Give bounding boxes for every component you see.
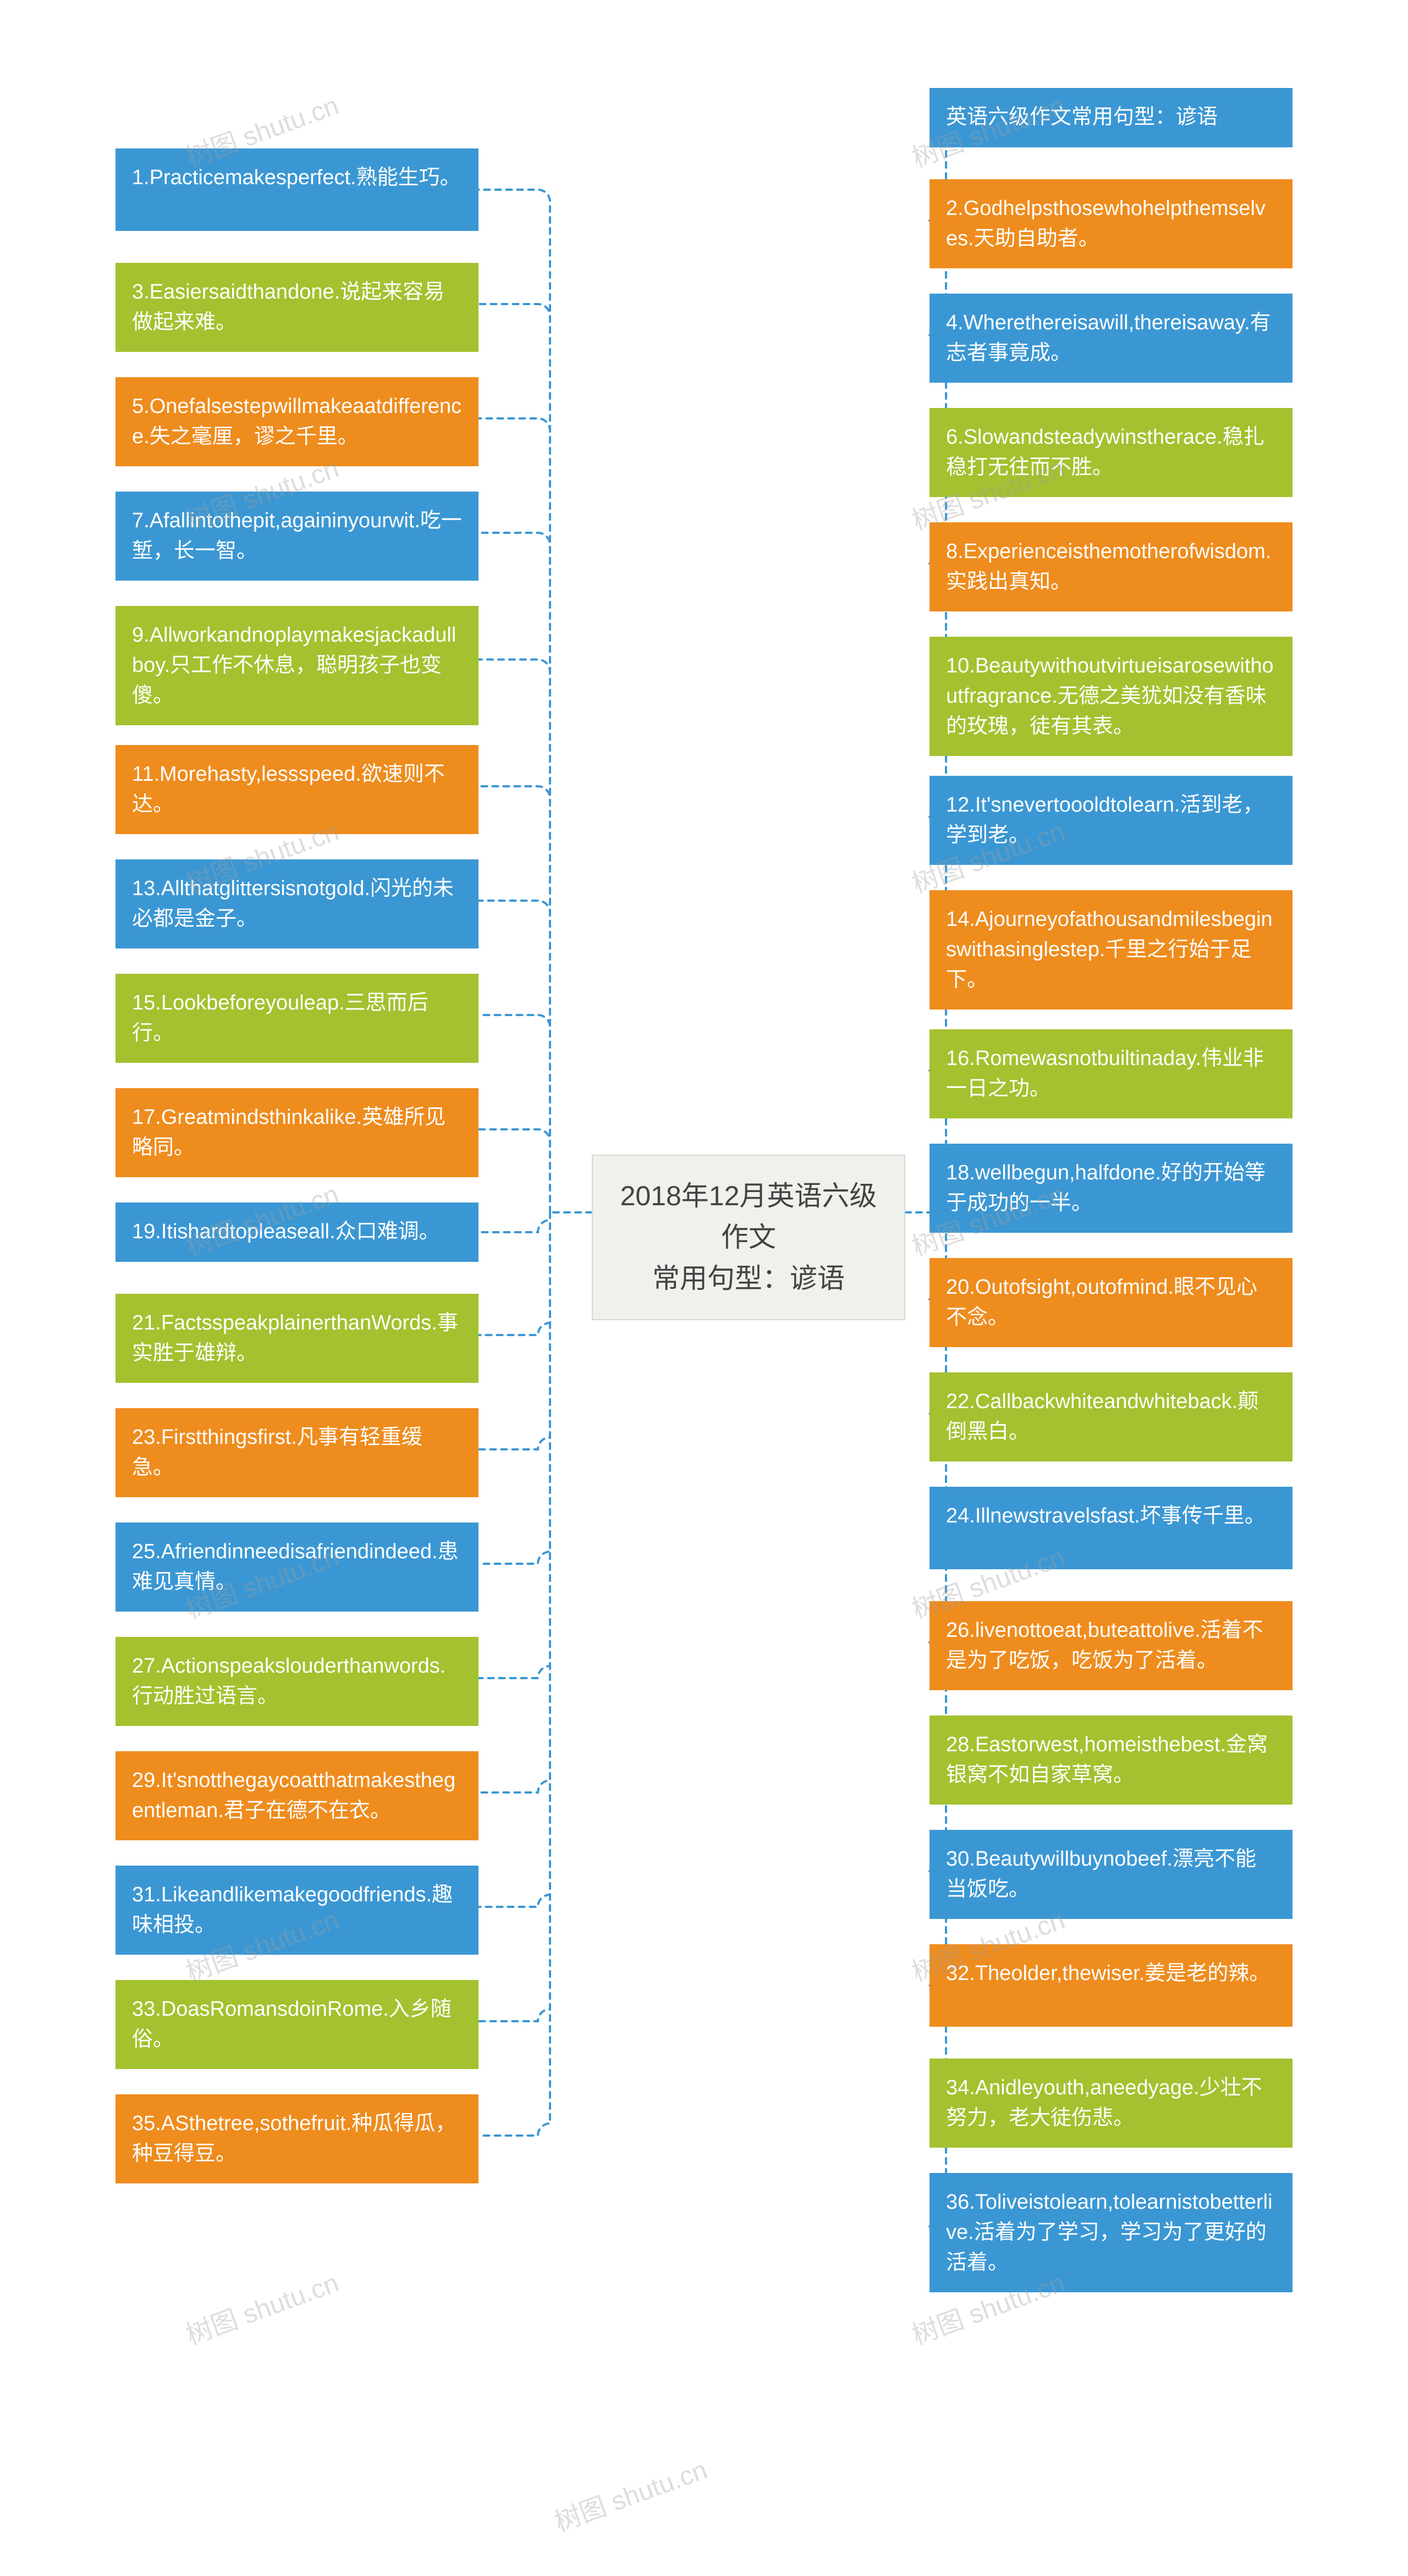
mindmap-leaf: 23.Firstthingsfirst.凡事有轻重缓急。: [116, 1408, 479, 1497]
mindmap-leaf: 9.Allworkandnoplaymakesjackadullboy.只工作不…: [116, 606, 479, 725]
leaf-label: 5.Onefalsestepwillmakeaatdifference.失之毫厘…: [132, 395, 461, 448]
leaf-label: 英语六级作文常用句型：谚语: [946, 106, 1218, 129]
mindmap-leaf: 6.Slowandsteadywinstherace.稳扎稳打无往而不胜。: [930, 408, 1292, 497]
leaf-label: 8.Experienceisthemotherofwisdom.实践出真知。: [946, 540, 1271, 593]
center-node: 2018年12月英语六级作文常用句型：谚语: [592, 1155, 905, 1320]
leaf-label: 14.Ajourneyofathousandmilesbeginswithasi…: [946, 908, 1273, 991]
leaf-label: 23.Firstthingsfirst.凡事有轻重缓急。: [132, 1426, 422, 1479]
leaf-label: 27.Actionspeakslouderthanwords.行动胜过语言。: [132, 1654, 446, 1708]
mindmap-leaf: 2.Godhelpsthosewhohelpthemselves.天助自助者。: [930, 179, 1292, 268]
mindmap-leaf: 14.Ajourneyofathousandmilesbeginswithasi…: [930, 890, 1292, 1010]
mindmap-leaf: 8.Experienceisthemotherofwisdom.实践出真知。: [930, 522, 1292, 611]
mindmap-leaf: 21.FactsspeakplainerthanWords.事实胜于雄辩。: [116, 1294, 479, 1383]
leaf-label: 29.It'snotthegaycoatthatmakesthegentlema…: [132, 1769, 455, 1822]
mindmap-leaf: 5.Onefalsestepwillmakeaatdifference.失之毫厘…: [116, 377, 479, 466]
center-title-line2: 常用句型：谚语: [615, 1258, 882, 1299]
mindmap-leaf: 1.Practicemakesperfect.熟能生巧。: [116, 148, 479, 231]
mindmap-leaf: 34.Anidleyouth,aneedyage.少壮不努力，老大徒伤悲。: [930, 2059, 1292, 2148]
leaf-label: 7.Afallintothepit,againinyourwit.吃一堑，长一智…: [132, 509, 462, 562]
leaf-label: 36.Toliveistolearn,tolearnistobetterlive…: [946, 2191, 1273, 2274]
mindmap-leaf: 英语六级作文常用句型：谚语: [930, 88, 1292, 147]
leaf-label: 32.Theolder,thewiser.姜是老的辣。: [946, 1962, 1270, 1985]
mindmap-leaf: 11.Morehasty,lessspeed.欲速则不达。: [116, 745, 479, 834]
leaf-label: 12.It'snevertoooldtolearn.活到老，学到老。: [946, 793, 1264, 847]
leaf-label: 24.Illnewstravelsfast.坏事传千里。: [946, 1504, 1266, 1527]
mindmap-leaf: 3.Easiersaidthandone.说起来容易做起来难。: [116, 263, 479, 352]
mindmap-leaf: 28.Eastorwest,homeisthebest.金窝银窝不如自家草窝。: [930, 1716, 1292, 1805]
leaf-label: 11.Morehasty,lessspeed.欲速则不达。: [132, 763, 445, 816]
leaf-label: 30.Beautywillbuynobeef.漂亮不能当饭吃。: [946, 1847, 1256, 1901]
leaf-label: 25.Afriendinneedisafriendindeed.患难见真情。: [132, 1540, 459, 1593]
mindmap-leaf: 16.Romewasnotbuiltinaday.伟业非一日之功。: [930, 1029, 1292, 1118]
mindmap-leaf: 18.wellbegun,halfdone.好的开始等于成功的一半。: [930, 1144, 1292, 1233]
leaf-label: 17.Greatmindsthinkalike.英雄所见略同。: [132, 1106, 446, 1159]
leaf-label: 18.wellbegun,halfdone.好的开始等于成功的一半。: [946, 1161, 1266, 1215]
mindmap-leaf: 36.Toliveistolearn,tolearnistobetterlive…: [930, 2173, 1292, 2292]
leaf-label: 20.Outofsight,outofmind.眼不见心不念。: [946, 1276, 1257, 1329]
leaf-label: 28.Eastorwest,homeisthebest.金窝银窝不如自家草窝。: [946, 1733, 1268, 1786]
mindmap-leaf: 15.Lookbeforeyouleap.三思而后行。: [116, 974, 479, 1063]
leaf-label: 13.Allthatglittersisnotgold.闪光的未必都是金子。: [132, 877, 454, 930]
leaf-label: 2.Godhelpsthosewhohelpthemselves.天助自助者。: [946, 197, 1266, 250]
leaf-label: 22.Callbackwhiteandwhiteback.颠倒黑白。: [946, 1390, 1258, 1443]
mindmap-leaf: 24.Illnewstravelsfast.坏事传千里。: [930, 1487, 1292, 1569]
leaf-label: 19.Itishardtopleaseall.众口难调。: [132, 1220, 440, 1243]
mindmap-leaf: 30.Beautywillbuynobeef.漂亮不能当饭吃。: [930, 1830, 1292, 1919]
mindmap-leaf: 32.Theolder,thewiser.姜是老的辣。: [930, 1944, 1292, 2027]
watermark: 树图 shutu.cn: [548, 2448, 712, 2539]
leaf-label: 16.Romewasnotbuiltinaday.伟业非一日之功。: [946, 1047, 1264, 1100]
leaf-label: 4.Wherethereisawill,thereisaway.有志者事竟成。: [946, 311, 1271, 365]
mindmap-leaf: 13.Allthatglittersisnotgold.闪光的未必都是金子。: [116, 859, 479, 948]
mindmap-leaf: 26.livenottoeat,buteattolive.活着不是为了吃饭，吃饭…: [930, 1601, 1292, 1690]
leaf-label: 15.Lookbeforeyouleap.三思而后行。: [132, 991, 428, 1045]
leaf-label: 34.Anidleyouth,aneedyage.少壮不努力，老大徒伤悲。: [946, 2076, 1262, 2130]
mindmap-leaf: 19.Itishardtopleaseall.众口难调。: [116, 1202, 479, 1262]
leaf-label: 31.Likeandlikemakegoodfriends.趣味相投。: [132, 1883, 453, 1937]
mindmap-leaf: 10.Beautywithoutvirtueisarosewithoutfrag…: [930, 637, 1292, 756]
leaf-label: 33.DoasRomansdoinRome.入乡随俗。: [132, 1998, 452, 2051]
mindmap-leaf: 20.Outofsight,outofmind.眼不见心不念。: [930, 1258, 1292, 1347]
leaf-label: 9.Allworkandnoplaymakesjackadullboy.只工作不…: [132, 624, 456, 707]
mindmap-leaf: 35.ASthetree,sothefruit.种瓜得瓜，种豆得豆。: [116, 2094, 479, 2183]
leaf-label: 6.Slowandsteadywinstherace.稳扎稳打无往而不胜。: [946, 426, 1264, 479]
mindmap-leaf: 17.Greatmindsthinkalike.英雄所见略同。: [116, 1088, 479, 1177]
mindmap-leaf: 29.It'snotthegaycoatthatmakesthegentlema…: [116, 1751, 479, 1840]
center-title-line1: 2018年12月英语六级作文: [615, 1176, 882, 1258]
leaf-label: 3.Easiersaidthandone.说起来容易做起来难。: [132, 280, 444, 334]
leaf-label: 21.FactsspeakplainerthanWords.事实胜于雄辩。: [132, 1311, 458, 1365]
leaf-label: 1.Practicemakesperfect.熟能生巧。: [132, 166, 461, 189]
mindmap-leaf: 4.Wherethereisawill,thereisaway.有志者事竟成。: [930, 294, 1292, 383]
leaf-label: 10.Beautywithoutvirtueisarosewithoutfrag…: [946, 654, 1274, 738]
mindmap-canvas: 2018年12月英语六级作文常用句型：谚语 1.Practicemakesperf…: [0, 0, 1408, 2576]
mindmap-leaf: 25.Afriendinneedisafriendindeed.患难见真情。: [116, 1523, 479, 1612]
watermark: 树图 shutu.cn: [180, 2261, 343, 2352]
mindmap-leaf: 31.Likeandlikemakegoodfriends.趣味相投。: [116, 1866, 479, 1955]
mindmap-leaf: 12.It'snevertoooldtolearn.活到老，学到老。: [930, 776, 1292, 865]
mindmap-leaf: 27.Actionspeakslouderthanwords.行动胜过语言。: [116, 1637, 479, 1726]
leaf-label: 35.ASthetree,sothefruit.种瓜得瓜，种豆得豆。: [132, 2112, 456, 2165]
leaf-label: 26.livenottoeat,buteattolive.活着不是为了吃饭，吃饭…: [946, 1619, 1263, 1672]
mindmap-leaf: 33.DoasRomansdoinRome.入乡随俗。: [116, 1980, 479, 2069]
mindmap-leaf: 22.Callbackwhiteandwhiteback.颠倒黑白。: [930, 1372, 1292, 1461]
mindmap-leaf: 7.Afallintothepit,againinyourwit.吃一堑，长一智…: [116, 492, 479, 581]
